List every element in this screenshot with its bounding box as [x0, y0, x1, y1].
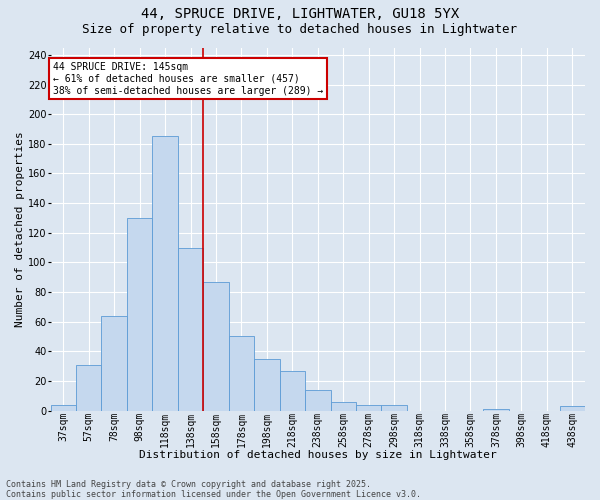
Bar [178, 248, 203, 410]
Y-axis label: Number of detached properties: Number of detached properties [15, 131, 25, 327]
Bar [560, 406, 585, 410]
Bar [483, 409, 509, 410]
Bar [203, 282, 229, 410]
Bar [101, 316, 127, 410]
Bar [50, 404, 76, 410]
Bar [152, 136, 178, 410]
Bar [127, 218, 152, 410]
Bar [254, 358, 280, 410]
Text: Size of property relative to detached houses in Lightwater: Size of property relative to detached ho… [83, 22, 517, 36]
Bar [76, 364, 101, 410]
Bar [356, 404, 382, 410]
Text: 44, SPRUCE DRIVE, LIGHTWATER, GU18 5YX: 44, SPRUCE DRIVE, LIGHTWATER, GU18 5YX [141, 8, 459, 22]
Bar [305, 390, 331, 410]
X-axis label: Distribution of detached houses by size in Lightwater: Distribution of detached houses by size … [139, 450, 497, 460]
Text: Contains HM Land Registry data © Crown copyright and database right 2025.
Contai: Contains HM Land Registry data © Crown c… [6, 480, 421, 499]
Bar [382, 404, 407, 410]
Bar [280, 370, 305, 410]
Bar [229, 336, 254, 410]
Bar [331, 402, 356, 410]
Text: 44 SPRUCE DRIVE: 145sqm
← 61% of detached houses are smaller (457)
38% of semi-d: 44 SPRUCE DRIVE: 145sqm ← 61% of detache… [53, 62, 323, 96]
